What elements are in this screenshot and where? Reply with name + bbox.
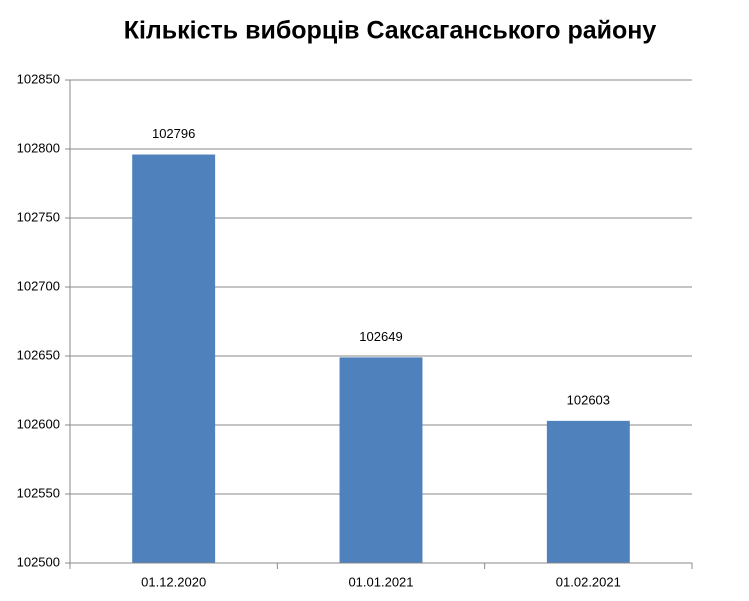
data-label: 102649 xyxy=(359,329,402,344)
data-label: 102603 xyxy=(567,392,610,407)
y-tick-label: 102550 xyxy=(17,485,60,500)
y-tick-label: 102800 xyxy=(17,140,60,155)
y-tick-label: 102500 xyxy=(17,554,60,569)
y-tick-label: 102700 xyxy=(17,278,60,293)
bar xyxy=(546,420,630,563)
bar xyxy=(132,154,216,563)
x-tick-label: 01.01.2021 xyxy=(348,574,413,589)
chart-title: Кількість виборців Саксаганського району xyxy=(124,17,657,45)
y-tick-label: 102600 xyxy=(17,416,60,431)
data-label: 102796 xyxy=(152,126,195,141)
x-tick-label: 01.12.2020 xyxy=(141,574,206,589)
y-tick-label: 102850 xyxy=(17,71,60,86)
y-tick-label: 102650 xyxy=(17,347,60,362)
y-tick-label: 102750 xyxy=(17,209,60,224)
x-tick-label: 01.02.2021 xyxy=(556,574,621,589)
bar xyxy=(339,357,423,563)
